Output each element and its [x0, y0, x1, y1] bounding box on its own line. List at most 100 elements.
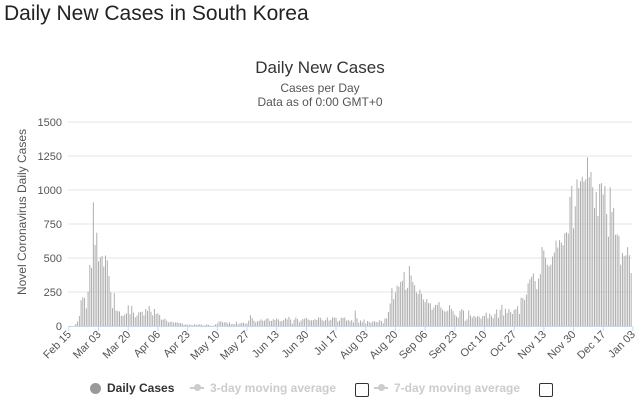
bar[interactable] — [595, 192, 597, 326]
bar[interactable] — [354, 310, 356, 326]
bar[interactable] — [283, 320, 285, 326]
bar[interactable] — [573, 228, 574, 326]
bar[interactable] — [120, 315, 122, 326]
bar[interactable] — [520, 297, 522, 326]
bar[interactable] — [616, 234, 618, 326]
bar[interactable] — [229, 322, 230, 326]
bar[interactable] — [403, 272, 405, 326]
bar[interactable] — [353, 322, 354, 326]
bar[interactable] — [251, 318, 253, 326]
bar[interactable] — [424, 302, 426, 326]
bar[interactable] — [356, 318, 358, 326]
bar[interactable] — [351, 320, 353, 326]
bar[interactable] — [438, 302, 440, 326]
bar[interactable] — [538, 278, 540, 326]
bar[interactable] — [267, 318, 269, 326]
bar[interactable] — [167, 322, 169, 326]
bar[interactable] — [471, 317, 473, 326]
bar[interactable] — [590, 172, 592, 326]
bar[interactable] — [539, 274, 541, 326]
bar[interactable] — [461, 309, 463, 326]
bar[interactable] — [122, 315, 124, 326]
bar[interactable] — [281, 320, 283, 326]
legend-item-7-day-average[interactable]: 7-day moving average — [374, 381, 520, 395]
bar[interactable] — [333, 317, 335, 326]
bar[interactable] — [138, 312, 140, 326]
bar[interactable] — [176, 322, 178, 326]
bar[interactable] — [393, 299, 395, 326]
bar[interactable] — [630, 273, 632, 326]
bar[interactable] — [295, 317, 297, 326]
bar[interactable] — [307, 319, 309, 326]
bar[interactable] — [180, 323, 182, 326]
bar[interactable] — [85, 308, 87, 326]
bar[interactable] — [265, 319, 267, 326]
bar[interactable] — [578, 188, 580, 326]
bar[interactable] — [153, 309, 155, 326]
bar[interactable] — [370, 322, 372, 326]
bar[interactable] — [332, 317, 334, 326]
bar[interactable] — [174, 322, 176, 326]
bar[interactable] — [164, 318, 166, 326]
bar[interactable] — [190, 324, 192, 326]
bar[interactable] — [78, 315, 80, 326]
bar[interactable] — [239, 323, 241, 326]
bar[interactable] — [380, 321, 382, 326]
bar[interactable] — [318, 317, 320, 326]
bar[interactable] — [157, 313, 159, 326]
bar[interactable] — [377, 322, 379, 326]
bar[interactable] — [518, 313, 520, 326]
bar[interactable] — [379, 320, 381, 326]
bar[interactable] — [328, 320, 330, 326]
bar[interactable] — [628, 255, 630, 326]
bar[interactable] — [588, 177, 590, 326]
bar[interactable] — [256, 321, 258, 326]
bar[interactable] — [445, 311, 447, 326]
bar[interactable] — [560, 242, 562, 326]
bar[interactable] — [183, 324, 185, 326]
bar[interactable] — [454, 314, 456, 326]
bar[interactable] — [241, 322, 243, 326]
bar[interactable] — [468, 310, 470, 326]
bar[interactable] — [466, 319, 468, 326]
bar[interactable] — [550, 264, 552, 326]
bar[interactable] — [429, 303, 431, 326]
bar[interactable] — [91, 267, 93, 326]
bar[interactable] — [248, 320, 250, 326]
bar[interactable] — [103, 266, 105, 326]
bar[interactable] — [293, 319, 295, 326]
bar[interactable] — [501, 304, 503, 326]
bar[interactable] — [124, 314, 126, 326]
bar[interactable] — [98, 261, 100, 326]
bar[interactable] — [155, 313, 157, 326]
bar[interactable] — [574, 206, 576, 326]
bar[interactable] — [623, 256, 625, 326]
bar[interactable] — [339, 320, 340, 326]
bar[interactable] — [160, 319, 162, 326]
bar[interactable] — [304, 318, 306, 326]
bar[interactable] — [593, 207, 595, 326]
bar[interactable] — [389, 303, 391, 326]
bar[interactable] — [249, 315, 251, 326]
bar[interactable] — [300, 320, 302, 326]
bar[interactable] — [511, 314, 513, 326]
bar[interactable] — [600, 183, 602, 326]
bar[interactable] — [105, 255, 107, 326]
bar[interactable] — [309, 320, 311, 326]
bar[interactable] — [187, 324, 189, 326]
bar[interactable] — [291, 323, 293, 326]
bar[interactable] — [220, 321, 222, 326]
bar[interactable] — [564, 233, 566, 326]
bar[interactable] — [80, 300, 82, 326]
bar[interactable] — [335, 317, 337, 326]
bar[interactable] — [162, 319, 164, 326]
bar[interactable] — [475, 317, 477, 326]
bar[interactable] — [110, 292, 112, 326]
bar[interactable] — [131, 306, 133, 326]
bar[interactable] — [621, 253, 623, 326]
bar[interactable] — [314, 319, 316, 326]
bar[interactable] — [112, 308, 114, 326]
bar[interactable] — [482, 316, 484, 326]
bar[interactable] — [613, 207, 615, 326]
bar[interactable] — [581, 176, 583, 326]
